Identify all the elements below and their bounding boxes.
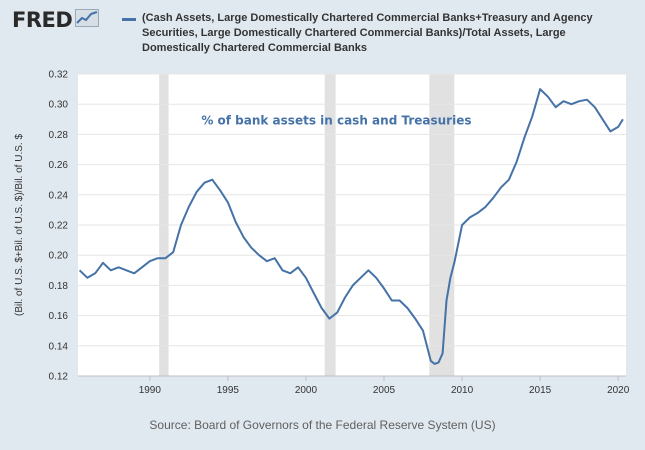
- x-axis-ticks: 1990 1995 2000 2005 2010 2015 2020: [78, 375, 630, 396]
- x-tick-label: 2010: [451, 385, 474, 396]
- chart-annotation: % of bank assets in cash and Treasuries: [201, 114, 471, 128]
- x-tick-label: 2020: [607, 385, 630, 396]
- source-note: Source: Board of Governors of the Federa…: [149, 418, 496, 432]
- line-chart: 0.12 0.14 0.16 0.18 0.20 0.22 0.24 0.26 0.28 0.30…: [14, 70, 630, 397]
- fred-logo[interactable]: FRED: [12, 8, 100, 32]
- y-tick-label: 0.14: [49, 341, 69, 352]
- y-axis-label: (Bil. of U.S. $+Bil. of U.S. $)/Bil. of …: [14, 134, 25, 316]
- legend-swatch: [122, 18, 136, 21]
- logo-text: FRED: [12, 8, 73, 32]
- y-tick-label: 0.30: [49, 100, 69, 111]
- x-tick-label: 1995: [217, 385, 240, 396]
- x-tick-label: 2005: [373, 385, 396, 396]
- legend: (Cash Assets, Large Domestically Charter…: [122, 11, 632, 56]
- y-tick-label: 0.28: [49, 130, 69, 141]
- chart-line-icon: [75, 8, 100, 32]
- y-tick-label: 0.32: [49, 70, 69, 81]
- chart-area: 0.12 0.14 0.16 0.18 0.20 0.22 0.24 0.26 0.28 0.30…: [0, 62, 645, 407]
- series-layer: [78, 88, 624, 365]
- x-tick-label: 1990: [139, 385, 162, 396]
- x-tick-label: 2015: [529, 385, 552, 396]
- y-tick-label: 0.26: [49, 160, 69, 171]
- legend-label: (Cash Assets, Large Domestically Charter…: [142, 12, 593, 54]
- x-tick-label: 2000: [295, 385, 318, 396]
- y-tick-label: 0.24: [49, 190, 69, 201]
- y-tick-label: 0.18: [49, 281, 69, 292]
- series-line: [78, 88, 624, 365]
- y-tick-label: 0.16: [49, 311, 69, 322]
- y-tick-label: 0.12: [49, 372, 69, 383]
- y-tick-label: 0.20: [49, 251, 69, 262]
- header: FRED (Cash Assets, Large Domestically Ch…: [0, 0, 645, 62]
- y-tick-label: 0.22: [49, 221, 69, 232]
- y-axis-ticks: 0.12 0.14 0.16 0.18 0.20 0.22 0.24 0.26 0.28 0.30…: [49, 70, 69, 383]
